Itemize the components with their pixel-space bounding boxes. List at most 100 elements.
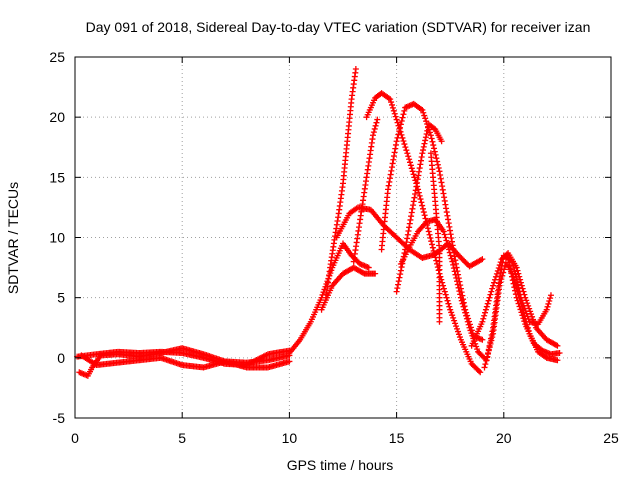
data-point bbox=[466, 324, 473, 331]
data-point bbox=[484, 354, 491, 361]
data-point bbox=[442, 291, 449, 298]
data-point bbox=[408, 213, 415, 220]
data-point bbox=[464, 318, 471, 325]
data-point bbox=[457, 294, 464, 301]
data-point bbox=[440, 285, 447, 292]
data-point bbox=[441, 231, 448, 238]
data-point bbox=[452, 320, 459, 327]
data-point bbox=[556, 350, 563, 357]
data-point bbox=[553, 342, 560, 349]
data-point bbox=[547, 295, 554, 302]
data-point bbox=[517, 276, 524, 283]
tick-layer: 0 5 10 15 20 25 -5 0 5 10 15 20 25 bbox=[49, 49, 619, 446]
data-point bbox=[436, 318, 443, 325]
data-point bbox=[525, 302, 532, 309]
data-point bbox=[454, 328, 461, 335]
data-point bbox=[475, 368, 482, 375]
data-point bbox=[444, 240, 451, 247]
data-point bbox=[412, 190, 419, 197]
data-point bbox=[365, 264, 372, 271]
data-point bbox=[390, 153, 397, 160]
data-point bbox=[319, 291, 326, 298]
data-point bbox=[434, 161, 441, 168]
data-point bbox=[388, 167, 395, 174]
data-point bbox=[518, 282, 525, 289]
data-point bbox=[407, 159, 413, 166]
data-point bbox=[439, 279, 446, 286]
data-point bbox=[481, 364, 488, 371]
x-tick-label: 10 bbox=[282, 430, 298, 446]
data-point bbox=[360, 269, 367, 276]
data-point bbox=[392, 141, 399, 148]
data-point bbox=[286, 358, 293, 365]
data-point bbox=[481, 312, 488, 319]
data-point bbox=[414, 179, 421, 186]
chart-title: Day 091 of 2018, Sidereal Day-to-day VTE… bbox=[86, 19, 591, 35]
data-point bbox=[456, 334, 463, 341]
data-point bbox=[430, 247, 437, 254]
series-baseline-c bbox=[78, 352, 293, 371]
data-point bbox=[417, 196, 424, 203]
data-point bbox=[399, 114, 406, 121]
data-point bbox=[500, 269, 507, 276]
data-point bbox=[519, 312, 526, 319]
data-point bbox=[410, 198, 417, 205]
data-point bbox=[480, 315, 487, 322]
data-point bbox=[454, 278, 461, 285]
data-point bbox=[499, 272, 506, 279]
data-point bbox=[497, 259, 504, 266]
data-point bbox=[530, 316, 537, 323]
data-point bbox=[463, 315, 470, 322]
data-point bbox=[411, 194, 418, 201]
data-point bbox=[468, 330, 475, 337]
data-point bbox=[485, 297, 492, 304]
data-point bbox=[531, 319, 538, 326]
data-point bbox=[385, 186, 392, 193]
series-pass-10 bbox=[427, 150, 443, 325]
data-point bbox=[389, 104, 396, 111]
data-point bbox=[428, 238, 435, 245]
data-point bbox=[523, 297, 530, 304]
data-point bbox=[445, 216, 452, 223]
data-point bbox=[408, 165, 415, 172]
data-point bbox=[484, 350, 491, 357]
data-point bbox=[403, 239, 410, 246]
data-point bbox=[427, 132, 434, 139]
series-pass-13 bbox=[505, 256, 563, 358]
data-point bbox=[419, 202, 426, 209]
data-point bbox=[492, 273, 499, 280]
y-tick-label: 10 bbox=[49, 230, 65, 246]
data-point bbox=[405, 153, 412, 160]
data-point bbox=[526, 305, 533, 312]
data-point bbox=[352, 66, 359, 73]
data-point bbox=[433, 257, 440, 264]
data-point bbox=[516, 273, 523, 280]
data-point bbox=[463, 312, 470, 319]
data-point bbox=[453, 274, 460, 281]
data-point bbox=[479, 318, 486, 325]
data-point bbox=[417, 161, 424, 168]
data-point bbox=[393, 288, 400, 295]
data-point bbox=[437, 172, 444, 179]
data-point bbox=[388, 99, 395, 106]
data-point bbox=[490, 282, 497, 289]
data-point bbox=[497, 279, 504, 286]
data-point bbox=[444, 212, 451, 219]
data-point bbox=[397, 271, 404, 278]
data-point bbox=[420, 143, 427, 150]
data-point bbox=[387, 96, 394, 103]
data-point bbox=[450, 314, 457, 321]
data-point bbox=[442, 201, 449, 208]
data-point bbox=[467, 327, 474, 334]
data-point bbox=[435, 267, 442, 274]
data-point bbox=[484, 300, 491, 307]
data-point bbox=[545, 300, 552, 307]
data-point bbox=[483, 357, 490, 364]
data-point bbox=[420, 147, 427, 154]
series-pass-6 bbox=[363, 90, 484, 376]
data-point bbox=[433, 155, 440, 162]
data-point bbox=[524, 300, 531, 307]
data-point bbox=[440, 228, 447, 235]
data-point bbox=[454, 281, 461, 288]
data-point bbox=[519, 285, 526, 292]
